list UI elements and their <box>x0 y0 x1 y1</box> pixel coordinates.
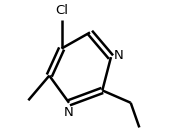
Text: N: N <box>64 106 74 119</box>
Text: Cl: Cl <box>55 4 68 17</box>
Text: N: N <box>114 49 124 62</box>
